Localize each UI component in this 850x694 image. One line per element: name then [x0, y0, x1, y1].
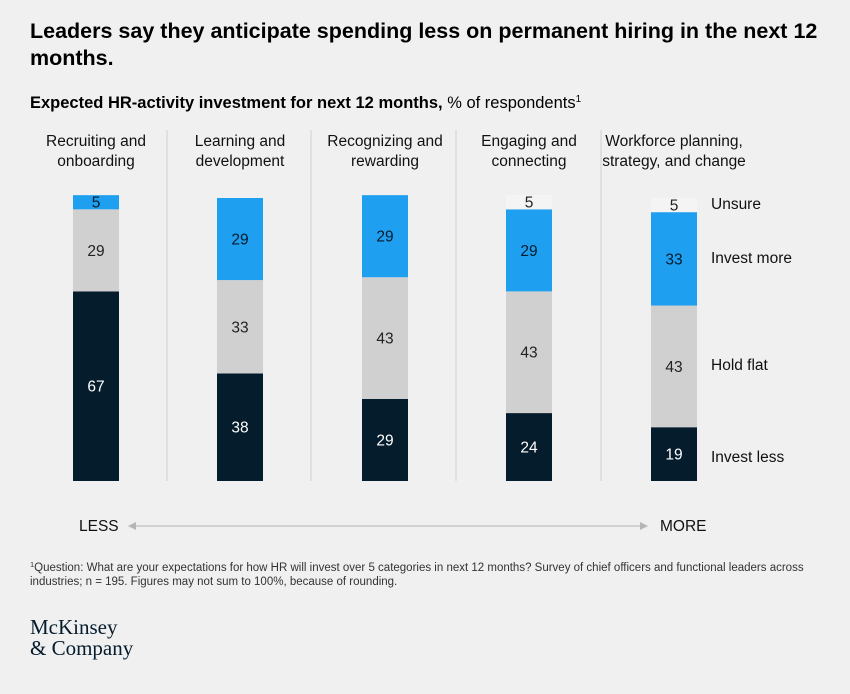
data-label: 19	[665, 447, 682, 464]
category-label: Learning and development	[160, 132, 320, 172]
subtitle-footnote-marker: 1	[575, 94, 582, 105]
category-label-line: Workforce planning,	[605, 133, 743, 150]
data-label: 29	[376, 229, 393, 246]
stacked-bar-chart: 67 29 5 38 33 29 29 43 29 24 43 29 5 19 43 33 5 Recruiti…	[16, 130, 792, 535]
legend-label: Unsure	[711, 196, 761, 214]
data-label: 24	[520, 440, 538, 457]
axis-more-label: MORE	[660, 518, 707, 535]
subtitle-unit: % of respondents	[442, 94, 576, 112]
category-label-line: onboarding	[57, 153, 135, 170]
bar-segment	[651, 427, 697, 481]
logo-line-1: McKinsey	[30, 615, 118, 639]
data-label: 43	[376, 331, 393, 348]
bar-segment	[217, 373, 263, 481]
data-label: 33	[231, 319, 248, 336]
legend-label: Invest more	[711, 249, 792, 267]
category-label: Workforce planning, strategy, and change	[594, 132, 754, 172]
bar-segment	[506, 291, 552, 414]
bar-segment	[651, 198, 697, 213]
category-label-line: development	[195, 153, 285, 170]
category-label-line: Recruiting and	[46, 133, 146, 150]
footnote: 1Question: What are your expectations fo…	[30, 561, 820, 589]
arrow-left-icon	[128, 522, 136, 530]
data-label: 5	[670, 198, 679, 215]
bar-segment	[506, 209, 552, 292]
category-label-line: Learning and	[194, 133, 286, 150]
chart-title: Leaders say they anticipate spending les…	[30, 19, 818, 70]
legend-label: Invest less	[711, 449, 785, 466]
category-label-line: connecting	[491, 153, 567, 170]
arrow-right-icon	[640, 522, 648, 530]
data-label: 29	[231, 232, 248, 249]
bar-segment	[73, 195, 119, 210]
subtitle-bold: Expected HR-activity investment for next…	[30, 94, 443, 112]
legend-label: Hold flat	[711, 357, 768, 375]
data-label: 29	[520, 243, 537, 260]
bar-segment	[651, 212, 697, 306]
chart-subtitle: Expected HR-activity investment for next…	[30, 92, 810, 114]
category-label: Recruiting and onboarding	[16, 132, 176, 172]
bar-segment	[651, 305, 697, 428]
logo-line-2: & Company	[30, 636, 134, 660]
data-label: 29	[87, 243, 104, 260]
data-label: 33	[665, 251, 682, 268]
chart-canvas: 67 29 5 38 33 29 29 43 29 24 43 29 5 19 43 33 5	[73, 130, 697, 530]
data-label: 67	[87, 379, 104, 396]
data-label: 5	[92, 195, 101, 212]
bar-segment	[362, 398, 408, 481]
axis-less-label: LESS	[79, 518, 119, 535]
bar-segment	[217, 198, 263, 281]
mckinsey-logo: McKinsey & Company	[30, 617, 133, 659]
footnote-marker: 1	[30, 560, 35, 569]
bar-segment	[217, 280, 263, 374]
data-label: 43	[665, 359, 682, 376]
footnote-text: Question: What are your expectations for…	[30, 562, 804, 588]
bar-segment	[506, 413, 552, 481]
data-label: 5	[525, 195, 534, 212]
category-label-line: Recognizing and	[327, 133, 443, 150]
bar-segment	[362, 277, 408, 399]
bar-segment	[506, 195, 552, 210]
bar-segment	[362, 195, 408, 278]
category-label-line: strategy, and change	[602, 153, 746, 170]
category-label-line: Engaging and	[481, 133, 577, 150]
data-label: 29	[376, 432, 393, 449]
bar-segment	[73, 291, 119, 481]
data-label: 38	[231, 420, 248, 437]
data-label: 43	[520, 345, 537, 362]
category-label-line: rewarding	[350, 153, 420, 170]
category-label: Engaging and connecting	[449, 132, 609, 172]
category-label: Recognizing and rewarding	[305, 132, 465, 172]
bar-segment	[73, 209, 119, 292]
